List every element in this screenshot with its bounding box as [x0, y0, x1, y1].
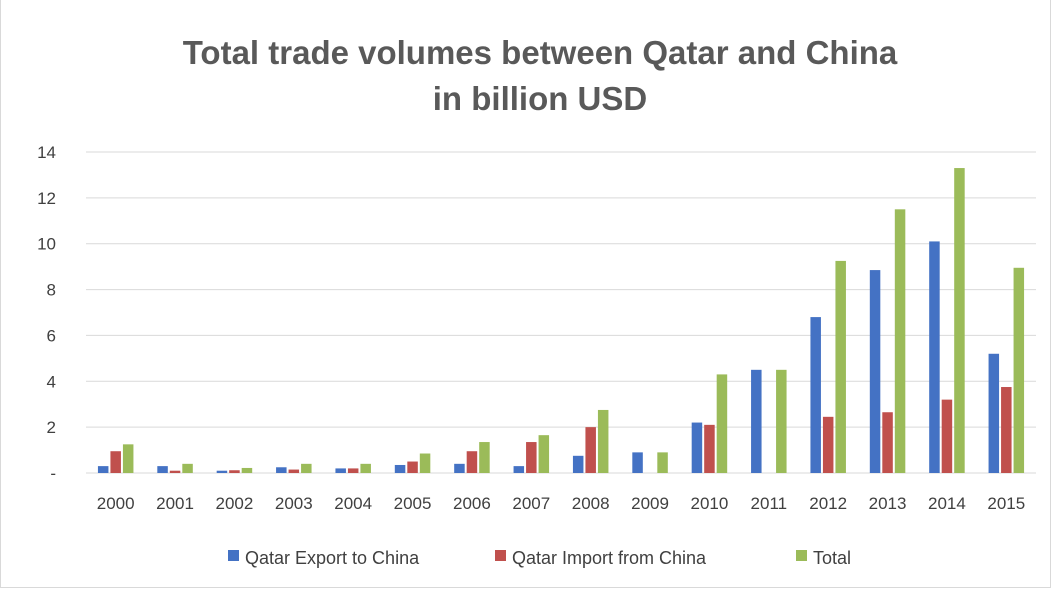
bar-qatar-export-to-china — [394, 464, 406, 473]
bar-total — [894, 209, 906, 474]
bar-qatar-export-to-china — [869, 270, 881, 473]
bar-qatar-import-from-china — [585, 427, 596, 473]
bar-total — [122, 444, 134, 473]
legend-swatch — [796, 550, 807, 561]
bar-qatar-import-from-china — [882, 412, 893, 473]
x-tick-label: 2008 — [572, 494, 610, 513]
bar-qatar-export-to-china — [157, 466, 168, 473]
bar-qatar-import-from-china — [1001, 387, 1012, 473]
x-tick-label: 2000 — [97, 494, 135, 513]
chart-title: Total trade volumes between Qatar and Ch… — [0, 30, 1059, 122]
x-tick-label: 2009 — [631, 494, 669, 513]
x-tick-label: 2007 — [512, 494, 550, 513]
y-tick-label: 8 — [47, 281, 56, 300]
y-tick-label: 14 — [37, 143, 56, 162]
chart-title-line-1: Total trade volumes between Qatar and Ch… — [182, 34, 898, 71]
bar-qatar-export-to-china — [216, 470, 228, 473]
bar-qatar-import-from-china — [704, 424, 715, 473]
legend-swatch — [495, 550, 506, 561]
x-axis-ticks: 2000 2001 2002 2003 2004 2005 2006 2007 2008 2009… — [97, 494, 1025, 513]
x-tick-label: 2015 — [987, 494, 1025, 513]
y-tick-label: 2 — [47, 418, 56, 437]
bar-qatar-import-from-china — [169, 470, 181, 473]
gridlines — [86, 151, 1036, 474]
bar-qatar-import-from-china — [526, 442, 537, 473]
bar-qatar-import-from-china — [347, 468, 359, 473]
legend-label: Total — [813, 548, 851, 568]
bar-qatar-import-from-china — [466, 451, 478, 473]
bar-qatar-export-to-china — [276, 467, 287, 473]
x-tick-label: 2003 — [275, 494, 313, 513]
x-tick-label: 2012 — [809, 494, 847, 513]
bar-total — [716, 374, 728, 473]
bar-qatar-export-to-china — [335, 468, 346, 473]
bar-qatar-export-to-china — [691, 422, 703, 473]
bar-total — [301, 463, 312, 473]
chart-title-line-2: in billion USD — [432, 80, 648, 117]
bar-qatar-import-from-china — [822, 416, 834, 473]
bar-qatar-import-from-china — [229, 470, 240, 473]
x-tick-label: 2004 — [334, 494, 372, 513]
y-tick-label: 6 — [47, 326, 56, 345]
x-tick-label: 2010 — [691, 494, 729, 513]
bar-qatar-export-to-china — [454, 463, 465, 473]
x-tick-label: 2013 — [869, 494, 907, 513]
x-tick-label: 2005 — [394, 494, 432, 513]
bar-total — [597, 409, 609, 473]
bar-total — [954, 168, 965, 474]
y-tick-label: 4 — [47, 372, 56, 391]
x-tick-label: 2002 — [216, 494, 254, 513]
y-tick-label: - — [50, 464, 56, 483]
x-tick-label: 2014 — [928, 494, 966, 513]
bar-qatar-import-from-china — [407, 461, 418, 473]
legend-label: Qatar Import from China — [512, 548, 707, 568]
y-tick-label: 10 — [37, 235, 56, 254]
bar-qatar-import-from-china — [288, 469, 300, 473]
y-tick-label: 12 — [37, 189, 56, 208]
bar-total — [419, 453, 431, 473]
bar-total — [479, 442, 490, 473]
bar-qatar-export-to-china — [572, 455, 584, 473]
bar-total — [1013, 267, 1025, 473]
x-tick-label: 2001 — [156, 494, 194, 513]
bar-total — [776, 369, 787, 473]
bar-qatar-import-from-china — [110, 451, 121, 473]
bar-total — [538, 435, 550, 473]
bar-qatar-export-to-china — [929, 241, 940, 473]
legend-label: Qatar Export to China — [245, 548, 420, 568]
bar-qatar-export-to-china — [810, 317, 821, 473]
legend-swatch — [228, 550, 239, 561]
bar-qatar-export-to-china — [513, 466, 525, 473]
y-axis-ticks: - 2 4 6 8 10 12 14 — [37, 143, 56, 483]
bar-total — [835, 260, 846, 473]
bar-qatar-import-from-china — [941, 399, 953, 473]
bar-qatar-export-to-china — [988, 353, 1000, 473]
legend: Qatar Export to China Qatar Import from C… — [228, 548, 851, 568]
bar-qatar-export-to-china — [751, 369, 762, 473]
x-tick-label: 2011 — [751, 494, 788, 513]
bars — [97, 168, 1025, 474]
bar-qatar-export-to-china — [97, 466, 109, 473]
bar-total — [241, 467, 253, 473]
bar-total — [182, 463, 193, 473]
bar-qatar-export-to-china — [632, 452, 643, 473]
bar-total — [360, 463, 371, 473]
bar-total — [657, 452, 668, 473]
x-tick-label: 2006 — [453, 494, 491, 513]
